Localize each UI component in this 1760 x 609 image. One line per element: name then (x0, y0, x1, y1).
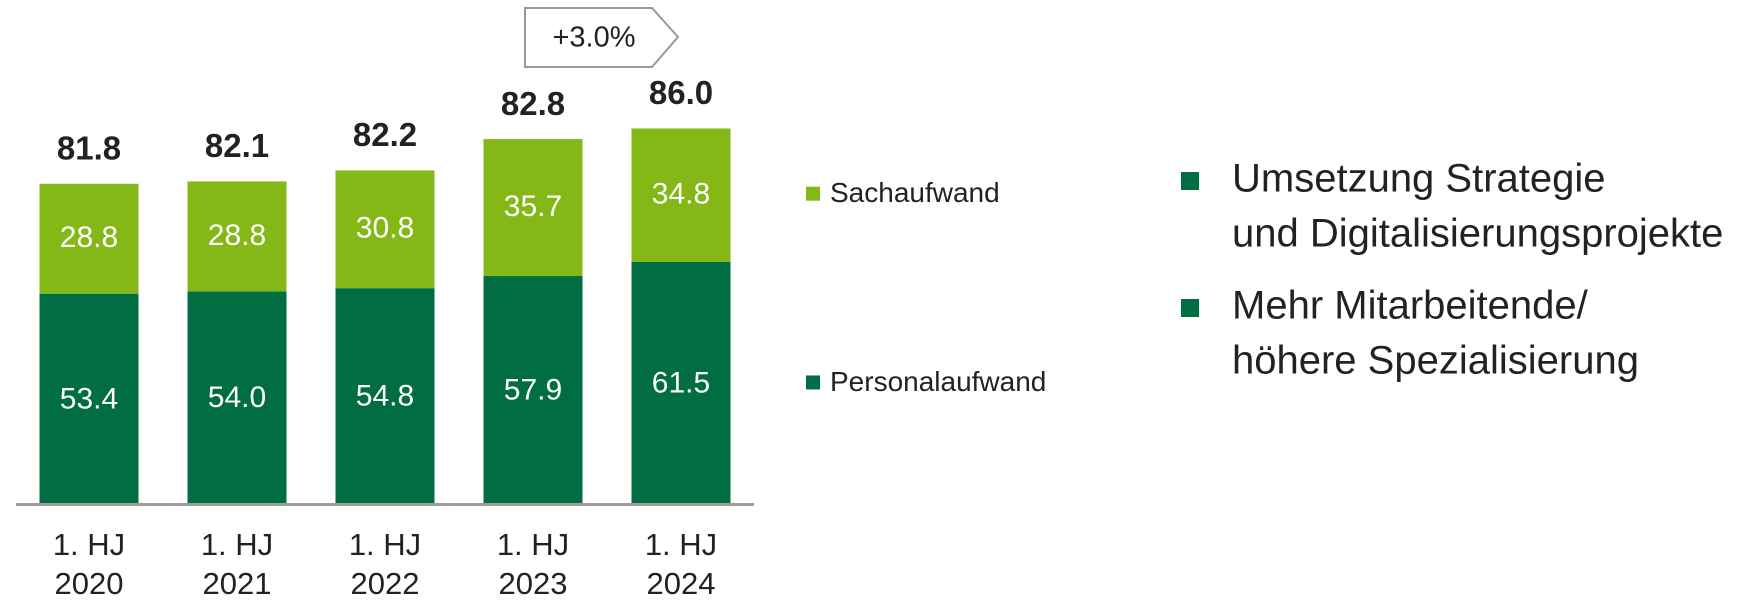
bar-segment (631, 128, 731, 262)
legend-label: Personalaufwand (830, 366, 1046, 397)
x-tick-label: 1. HJ (645, 527, 717, 562)
bar-segment (187, 181, 287, 292)
total-label: 82.2 (353, 116, 417, 153)
value-label: 34.8 (652, 178, 710, 211)
bar-segment (335, 288, 435, 503)
value-label: 53.4 (60, 382, 118, 415)
x-tick-label: 1. HJ (201, 527, 273, 562)
legend-swatch (806, 186, 820, 201)
x-tick-label: 2022 (351, 566, 420, 601)
x-tick-label: 2021 (203, 566, 272, 601)
bar-segment (335, 170, 435, 289)
annotation-box (524, 7, 680, 68)
value-label: 28.8 (208, 219, 266, 252)
legend-label: Sachaufwand (830, 177, 1000, 208)
legend-swatch (806, 375, 820, 390)
x-tick-label: 1. HJ (349, 527, 421, 562)
total-label: 81.8 (57, 129, 121, 166)
x-tick-label: 2024 (647, 566, 716, 601)
total-label: 82.1 (205, 127, 269, 164)
bar-segment (483, 276, 583, 503)
bullet-text: und Digitalisierungsprojekte (1232, 212, 1723, 256)
bar-segment (483, 139, 583, 277)
bullet-text: Umsetzung Strategie (1232, 157, 1606, 201)
total-label: 82.8 (501, 85, 565, 122)
value-label: 54.0 (208, 381, 266, 414)
value-label: 54.8 (356, 380, 414, 413)
value-label: 57.9 (504, 373, 562, 406)
value-label: 28.8 (60, 221, 118, 254)
bullet-marker (1181, 172, 1199, 190)
value-label: 61.5 (652, 366, 710, 399)
x-tick-label: 2020 (55, 566, 124, 601)
bar-segment (39, 183, 139, 294)
x-tick-label: 2023 (499, 566, 568, 601)
bullet-marker (1181, 299, 1199, 317)
value-label: 35.7 (504, 190, 562, 223)
bar-segment (39, 293, 139, 503)
total-label: 86.0 (649, 74, 713, 111)
bullet-text: höhere Spezialisierung (1232, 339, 1639, 383)
bar-segment (187, 291, 287, 503)
bullet-text: Mehr Mitarbeitende/ (1232, 284, 1589, 328)
x-tick-label: 1. HJ (497, 527, 569, 562)
bar-segment (631, 261, 731, 503)
annotation: +3.0% (552, 22, 635, 54)
x-tick-label: 1. HJ (53, 527, 125, 562)
value-label: 30.8 (356, 212, 414, 245)
